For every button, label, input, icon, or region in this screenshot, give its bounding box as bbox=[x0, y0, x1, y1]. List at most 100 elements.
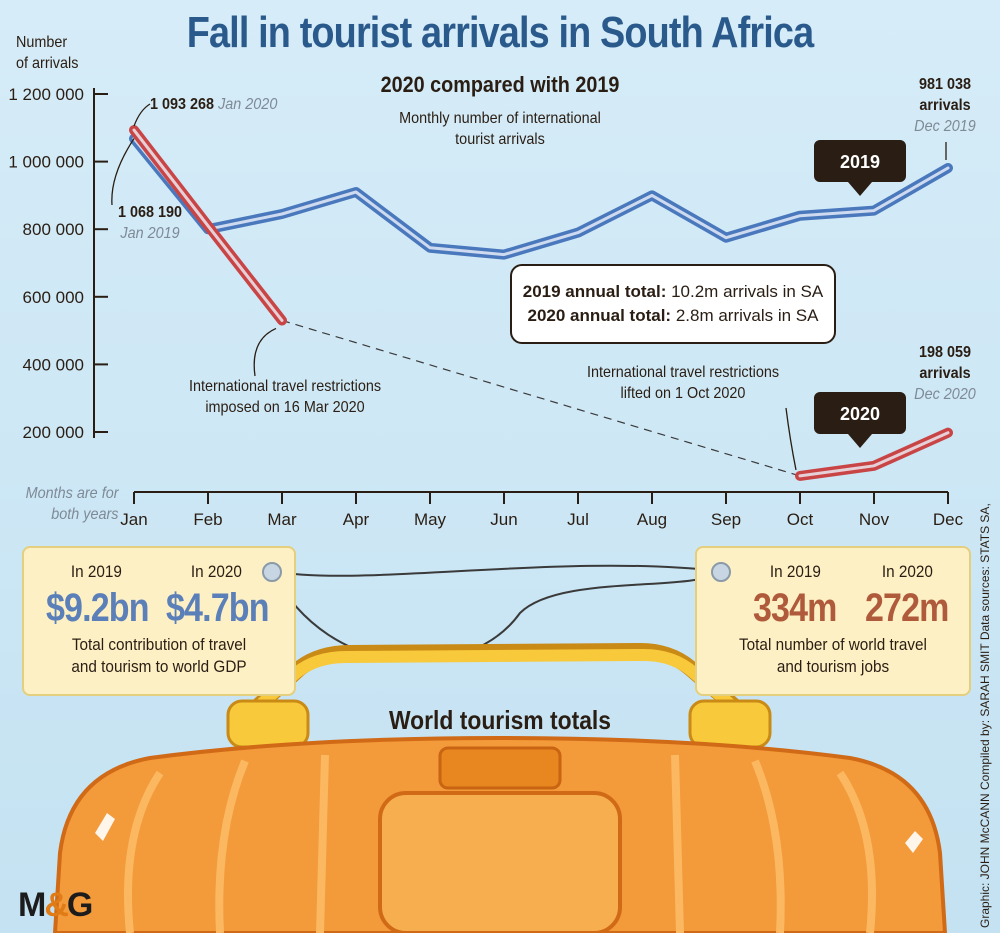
gdp-value-2019: $9.2bn bbox=[46, 586, 149, 630]
x-tick-label: May bbox=[414, 510, 447, 529]
dec2019-callout: 981 038 arrivals Dec 2019 bbox=[905, 74, 986, 137]
dec2020-unit: arrivals bbox=[919, 365, 971, 382]
mg-logo: M&G bbox=[18, 886, 93, 925]
restrictions-imposed-line: imposed on 16 Mar 2020 bbox=[205, 399, 365, 416]
chart-subtitle: 2020 compared with 2019 bbox=[380, 72, 620, 97]
chart-title: Fall in tourist arrivals in South Africa bbox=[186, 8, 814, 57]
totals-2020-label: 2020 annual total: bbox=[527, 306, 672, 325]
suitcase-label: World tourism totals bbox=[388, 705, 612, 735]
y-tick-label: 400 000 bbox=[23, 355, 84, 374]
totals-2019-label: 2019 annual total: bbox=[522, 282, 667, 301]
restriction-gap-line bbox=[281, 319, 801, 477]
y-tick-label: 200 000 bbox=[23, 423, 84, 442]
jobs-year-2020: In 2020 bbox=[881, 562, 933, 581]
logo-amp: & bbox=[44, 886, 69, 924]
badge-2019-shape bbox=[814, 140, 906, 196]
restrictions-imposed-line: International travel restrictions bbox=[188, 378, 382, 395]
badge-2020-label: 2020 bbox=[840, 404, 880, 424]
suitcase-latch bbox=[438, 746, 562, 790]
jobs-value-2020: 272m bbox=[865, 586, 949, 630]
jobs-value-2019: 334m bbox=[753, 586, 837, 630]
y-axis-label: Number of arrivals bbox=[16, 32, 78, 74]
suitcase-handle bbox=[236, 648, 756, 728]
handle-mount-right bbox=[688, 699, 772, 749]
suitcase-ridges bbox=[124, 754, 876, 933]
y-tick-label: 600 000 bbox=[23, 288, 84, 307]
gdp-value-2020: $4.7bn bbox=[166, 586, 269, 630]
badge-2020-shape bbox=[814, 392, 906, 448]
x-tick-label: Dec bbox=[933, 510, 964, 529]
series-highlight-2020 bbox=[798, 431, 950, 478]
x-tick-label: Jul bbox=[567, 510, 589, 529]
credit-line: Graphic: JOHN McCANN Compiled by: SARAH … bbox=[978, 503, 992, 928]
x-tick-label: Oct bbox=[787, 510, 814, 529]
y-tick-label: 1 200 000 bbox=[8, 85, 84, 104]
jan2019-callout: 1 068 190 Jan 2019 bbox=[105, 202, 195, 244]
dec2019-value: 981 038 bbox=[918, 76, 972, 93]
leader-jan2019 bbox=[111, 138, 135, 206]
tag-hole-icon bbox=[262, 562, 282, 582]
logo-left: M bbox=[18, 886, 46, 924]
dec2019-unit: arrivals bbox=[919, 97, 971, 114]
chart-ticks: 200 000 400 000 600 000 800 000 1 000 000 1 2… bbox=[8, 85, 963, 529]
logo-right: G bbox=[66, 886, 93, 924]
badge-2019-label: 2019 bbox=[840, 152, 880, 172]
chart: 200 000 400 000 600 000 800 000 1 000 000 1 2… bbox=[8, 85, 963, 529]
x-tick-label: Mar bbox=[267, 510, 297, 529]
series-highlight-2019 bbox=[132, 137, 950, 257]
totals-line-2019: 2019 annual total: 10.2m arrivals in SA bbox=[523, 280, 823, 304]
dec2019-label: Dec 2019 bbox=[914, 118, 976, 135]
restrictions-imposed-note: International travel restrictions impose… bbox=[164, 376, 407, 418]
suitcase-highlight bbox=[95, 813, 115, 841]
gdp-caption: Total contribution of travel and tourism… bbox=[38, 634, 281, 678]
restrictions-lifted-line: lifted on 1 Oct 2020 bbox=[620, 385, 746, 402]
jobs-caption-line: Total number of world travel bbox=[739, 635, 927, 654]
y-axis-label-line: Number bbox=[16, 34, 68, 51]
x-tick-label: Jan bbox=[120, 510, 147, 529]
totals-2019-value: 10.2m arrivals in SA bbox=[666, 282, 824, 301]
jobs-year-2019: In 2019 bbox=[769, 562, 821, 581]
suitcase-front-panel bbox=[378, 791, 622, 933]
series-line-2020 bbox=[795, 427, 953, 481]
suitcase-highlight bbox=[905, 831, 923, 853]
chart-badges: 2019 2020 bbox=[814, 140, 906, 448]
annual-totals-box: 2019 annual total: 10.2m arrivals in SA … bbox=[510, 264, 836, 344]
description-line: tourist arrivals bbox=[455, 131, 545, 148]
x-tick-label: Sep bbox=[711, 510, 741, 529]
jan2019-value: 1 068 190 bbox=[117, 204, 183, 221]
x-tick-label: Nov bbox=[859, 510, 890, 529]
x-tick-label: Jun bbox=[490, 510, 517, 529]
y-tick-label: 800 000 bbox=[23, 220, 84, 239]
leader-restrictions-lifted bbox=[785, 407, 797, 471]
y-tick-label: 1 000 000 bbox=[8, 153, 84, 172]
restrictions-lifted-line: International travel restrictions bbox=[586, 364, 780, 381]
x-axis-note-line: both years bbox=[51, 506, 119, 523]
dec2020-label: Dec 2020 bbox=[914, 386, 976, 403]
jan2020-value: 1 093 268 bbox=[150, 96, 215, 113]
restrictions-lifted-note: International travel restrictions lifted… bbox=[562, 362, 805, 404]
x-tick-label: Apr bbox=[343, 510, 370, 529]
jan2019-label: Jan 2019 bbox=[120, 225, 180, 242]
chart-axes bbox=[93, 88, 948, 493]
totals-2020-value: 2.8m arrivals in SA bbox=[671, 306, 819, 325]
suitcase-illustration bbox=[52, 564, 948, 933]
series-highlight-2020 bbox=[132, 128, 284, 322]
tag-string bbox=[271, 564, 719, 663]
y-axis-label-line: of arrivals bbox=[16, 55, 79, 72]
jobs-caption-line: and tourism jobs bbox=[776, 657, 890, 676]
jan2020-label: Jan 2020 bbox=[218, 96, 278, 113]
jobs-card: In 2019 In 2020 334m 272m Total number o… bbox=[695, 546, 971, 696]
gdp-card: In 2019 In 2020 $9.2bn $4.7bn Total cont… bbox=[22, 546, 296, 696]
x-axis-note-line: Months are for bbox=[25, 485, 119, 502]
gdp-year-2020: In 2020 bbox=[190, 562, 242, 581]
tag-hole-icon bbox=[711, 562, 731, 582]
leader-restrictions-imposed bbox=[253, 327, 277, 377]
gdp-caption-line: and tourism to world GDP bbox=[71, 657, 247, 676]
x-tick-label: Feb bbox=[193, 510, 222, 529]
gdp-year-2019: In 2019 bbox=[70, 562, 122, 581]
jobs-caption: Total number of world travel and tourism… bbox=[711, 634, 956, 678]
leader-jan2020 bbox=[133, 103, 151, 127]
chart-lines bbox=[111, 103, 953, 481]
x-axis-note: Months are for both years bbox=[20, 483, 119, 525]
chart-description: Monthly number of international tourist … bbox=[365, 108, 635, 150]
